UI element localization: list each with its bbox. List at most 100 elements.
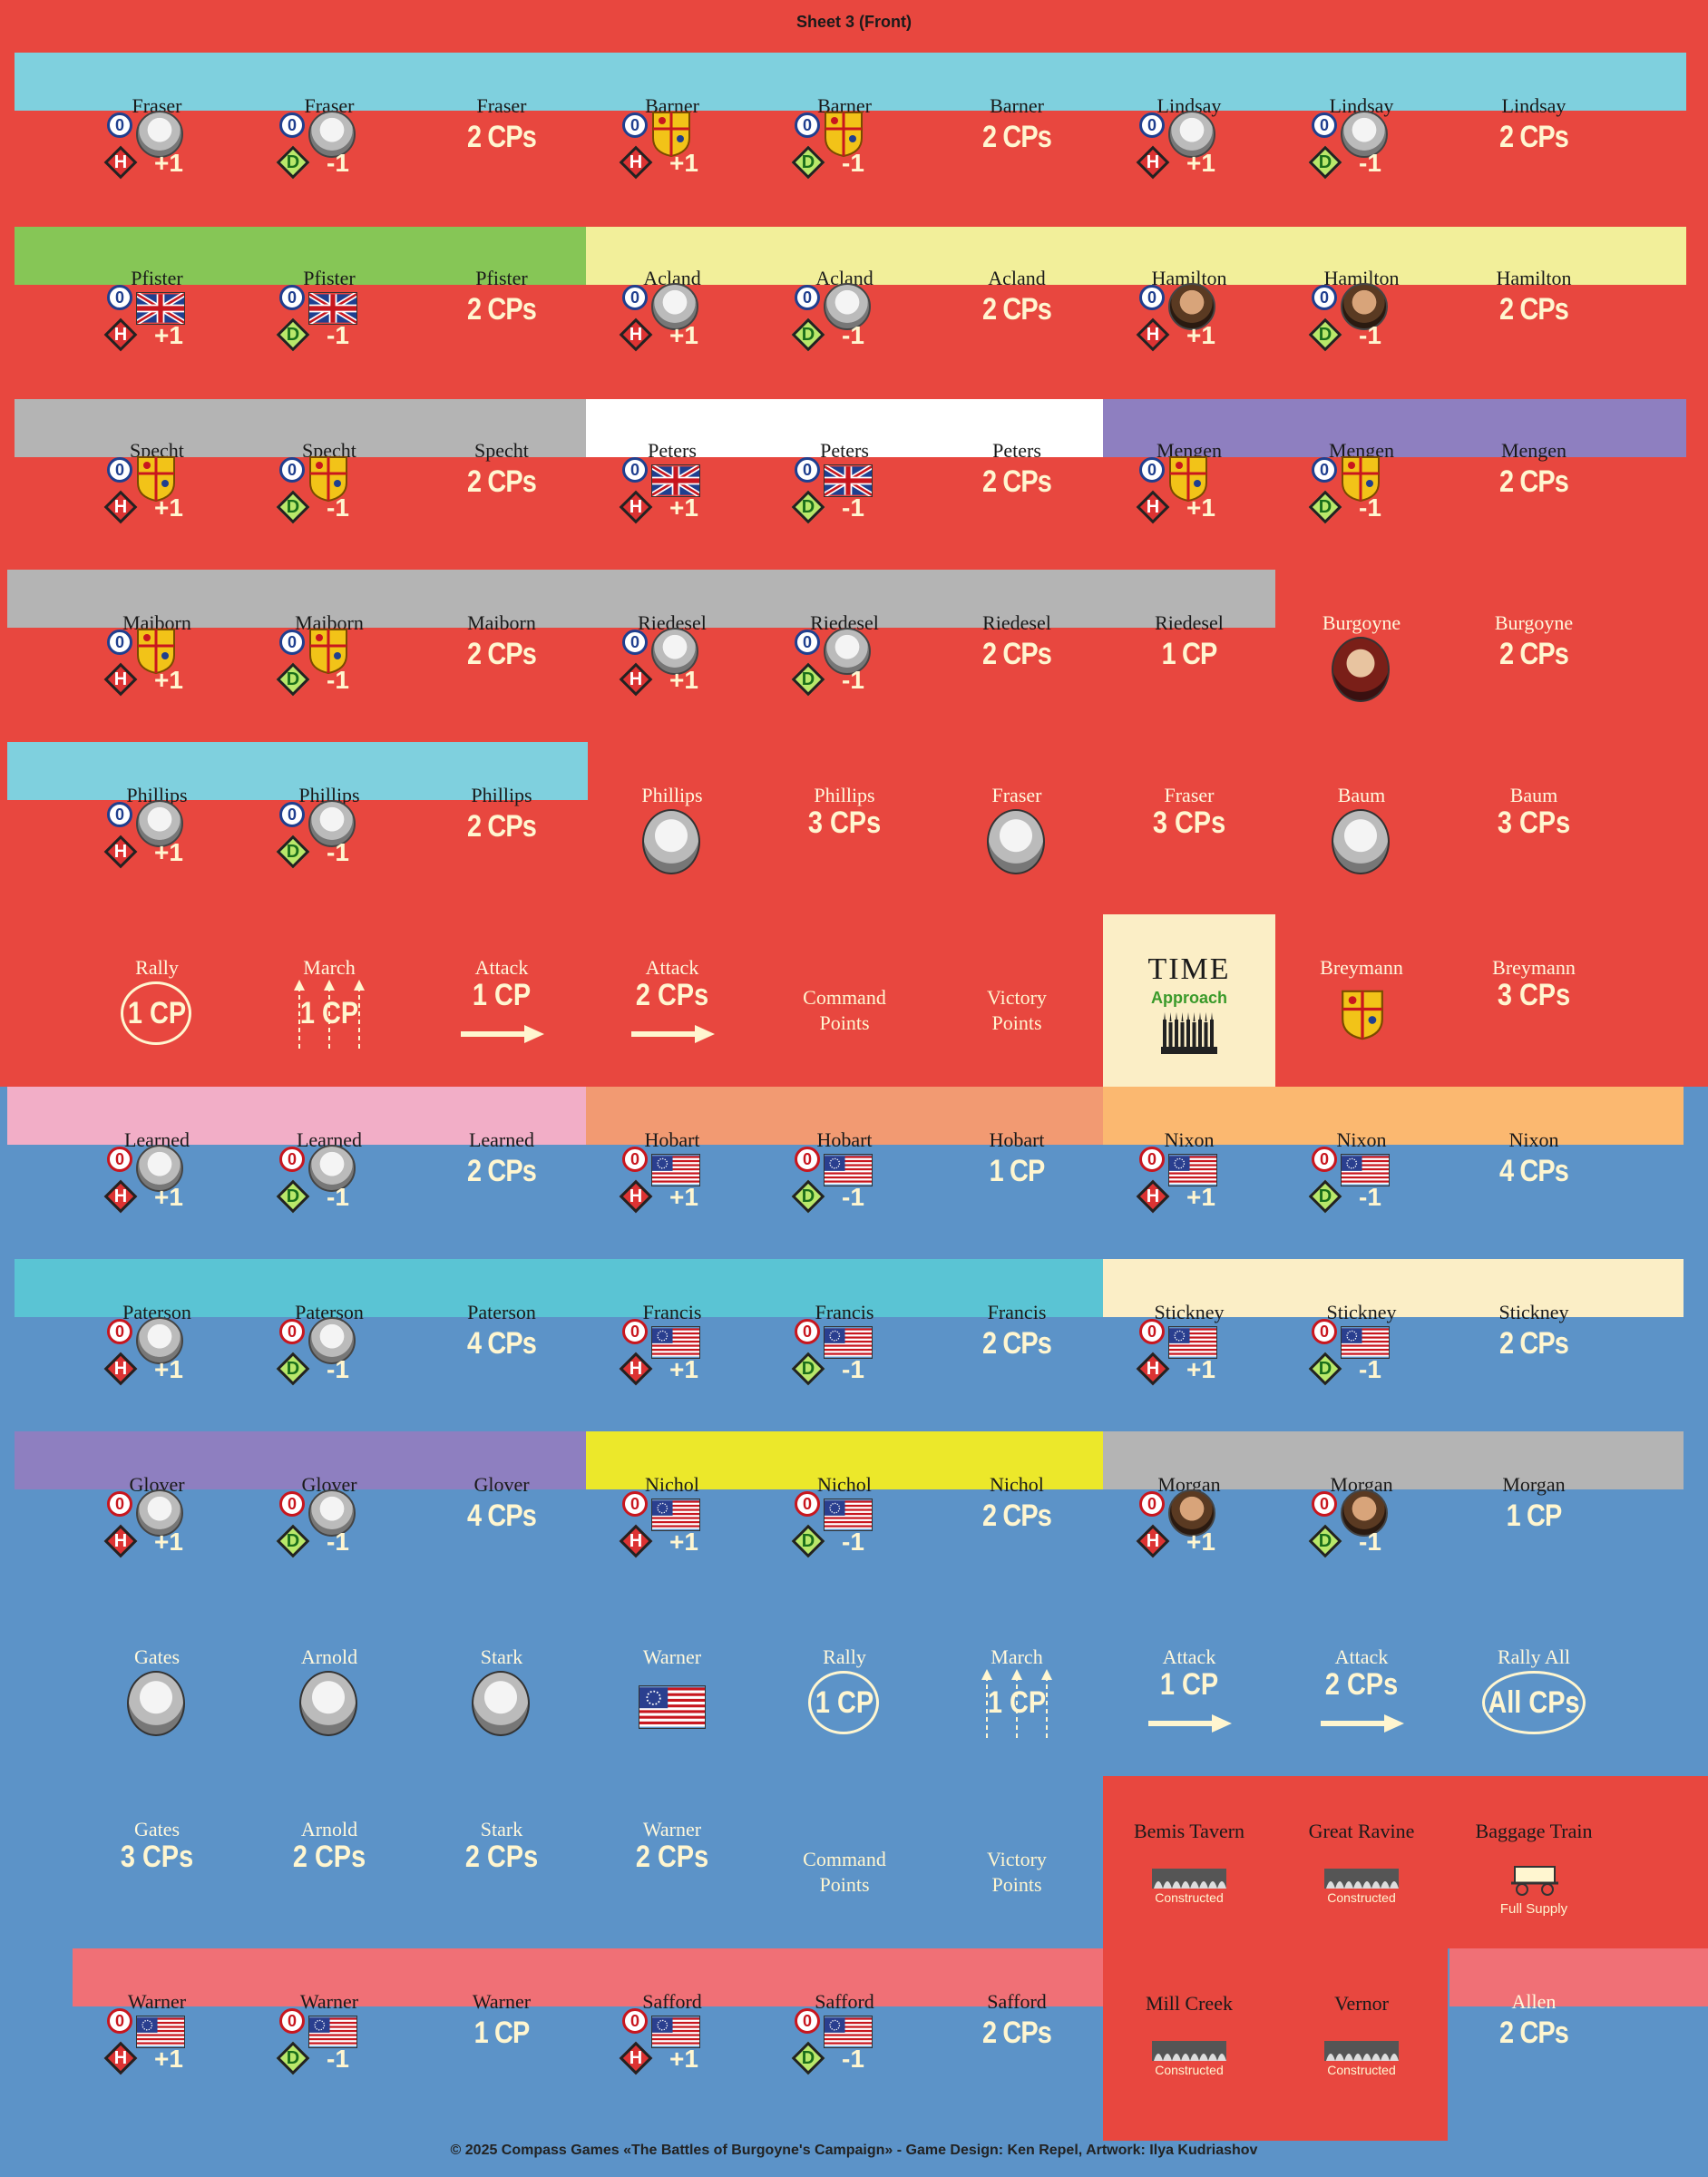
uk-flag-icon [823, 464, 874, 498]
counter: Great Ravine Constructed [1275, 1723, 1448, 1906]
counter-name: Burgoyne [1494, 611, 1574, 634]
command-points: 3 CPs [1497, 805, 1571, 840]
band-warner-safford [73, 1948, 1159, 2006]
modifier-letter: H [1146, 1531, 1160, 1551]
rally-circle-icon [121, 981, 191, 1045]
band-stickney [1103, 1259, 1684, 1317]
counter: Riedesel 0 D -1 [758, 517, 931, 697]
counter-name: Nichol [817, 1473, 872, 1496]
modifier-value: -1 [842, 666, 864, 694]
zero-marker: 0 [622, 457, 648, 483]
uk-flag-icon [650, 464, 701, 498]
portrait-icon [136, 800, 183, 847]
counter: Vernor Constructed [1275, 1896, 1448, 2077]
counter: Learned 2 CPs [415, 1034, 588, 1206]
band-paterson-francis [15, 1259, 1103, 1317]
counter-name: Maiborn [467, 611, 536, 634]
modifier-letter: H [1146, 325, 1160, 345]
counter-name: Rally [135, 956, 179, 979]
command-points: 2 CPs [466, 809, 537, 844]
leader-portrait-icon [642, 809, 700, 874]
modifier-value: +1 [154, 321, 183, 349]
zero-marker: 0 [622, 1319, 648, 1344]
portrait-icon [136, 1317, 183, 1364]
modifier-letter: D [286, 669, 300, 689]
counter-name: Paterson [467, 1301, 536, 1323]
counter: Glover 0 H +1 [71, 1379, 243, 1558]
counter-name: Warner [127, 1990, 187, 2013]
command-points: All CPs [1488, 1685, 1580, 1720]
footer-credits: © 2025 Compass Games «The Battles of Bur… [450, 2143, 1258, 2158]
counter-name: Stark [480, 1818, 523, 1840]
counter: Burgoyne 2 CPs [1448, 517, 1620, 689]
counter-name: Stickney [1326, 1301, 1397, 1323]
us-flag-icon [1341, 1326, 1390, 1359]
counter: Warner 1 CP [415, 1896, 588, 2068]
modifier-letter: H [629, 669, 643, 689]
counter: Safford 2 CPs [931, 1896, 1103, 2068]
modifier-letter: D [1318, 325, 1332, 345]
command-points: 2 CPs [635, 978, 709, 1012]
counter-name: Nixon [1164, 1128, 1215, 1151]
zero-marker: 0 [107, 112, 132, 138]
modifier-letter: D [801, 669, 815, 689]
counter-name: Stark [480, 1645, 523, 1668]
counter: March 1 CP [243, 862, 415, 1049]
modifier-value: +1 [1186, 493, 1215, 522]
counter-name: Great Ravine [1308, 1820, 1415, 1842]
counter-name: Riedesel [1155, 611, 1224, 634]
zero-marker: 0 [1312, 1319, 1337, 1344]
zero-marker: 0 [1312, 285, 1337, 310]
zero-marker: 0 [1139, 1491, 1165, 1517]
us-flag-icon [1168, 1326, 1217, 1359]
modifier-letter: H [1146, 1359, 1160, 1379]
modifier-value: -1 [842, 1183, 864, 1211]
uk-flag-icon [135, 291, 186, 326]
counter: Attack 2 CPs [1275, 1551, 1448, 1733]
band-pfister [15, 227, 586, 285]
us-flag-icon [651, 1499, 700, 1531]
us-flag-icon [651, 1154, 700, 1186]
counter-name: Francis [815, 1301, 874, 1323]
zero-marker: 0 [1139, 112, 1165, 138]
counter: Baggage Train Full Supply [1448, 1723, 1620, 1918]
counter-name: Attack [645, 956, 699, 979]
zero-marker: 0 [279, 457, 305, 483]
command-points: 4 CPs [466, 1326, 537, 1361]
modifier-value: -1 [327, 838, 349, 866]
zero-marker: 0 [279, 112, 305, 138]
zero-marker: 0 [1312, 457, 1337, 483]
counter-name: March [303, 956, 356, 979]
modifier-letter: D [1318, 1531, 1332, 1551]
counter: Arnold [243, 1551, 415, 1736]
portrait-icon [308, 1317, 356, 1364]
portrait-icon [136, 111, 183, 158]
zero-marker: 0 [1312, 1147, 1337, 1172]
modifier-letter: H [113, 1186, 128, 1206]
counter-name: Barner [990, 94, 1044, 117]
counter: Gates [71, 1551, 243, 1736]
band-acland-hamilton [586, 227, 1686, 285]
counter: Warner 0 D -1 [243, 1896, 415, 2075]
zero-marker: 0 [622, 2008, 648, 2034]
counter: Fraser 2 CPs [415, 0, 588, 172]
counter-name: Attack [1334, 1645, 1389, 1668]
counter: Nichol 2 CPs [931, 1379, 1103, 1551]
us-flag-icon [136, 2016, 185, 2048]
counter: Command Points [758, 1723, 931, 1896]
counter-name: Arnold [300, 1818, 358, 1840]
zero-marker: 0 [279, 2008, 305, 2034]
command-points: 2 CPs [1498, 120, 1569, 154]
coat-of-arms-icon [1341, 989, 1384, 1041]
counter: Fraser 0 D -1 [243, 0, 415, 180]
counter-name: Baum [1337, 784, 1386, 806]
modifier-letter: H [113, 497, 128, 517]
counter-name: Warner [472, 1990, 532, 2013]
zero-marker: 0 [279, 1491, 305, 1517]
counter-name: Mill Creek [1146, 1992, 1233, 2015]
coat-of-arms-icon [1168, 455, 1208, 503]
zero-marker: 0 [107, 802, 132, 827]
track-label: Command Points [803, 986, 886, 1034]
modifier-letter: D [286, 1531, 300, 1551]
counter: Paterson 0 D -1 [243, 1206, 415, 1386]
